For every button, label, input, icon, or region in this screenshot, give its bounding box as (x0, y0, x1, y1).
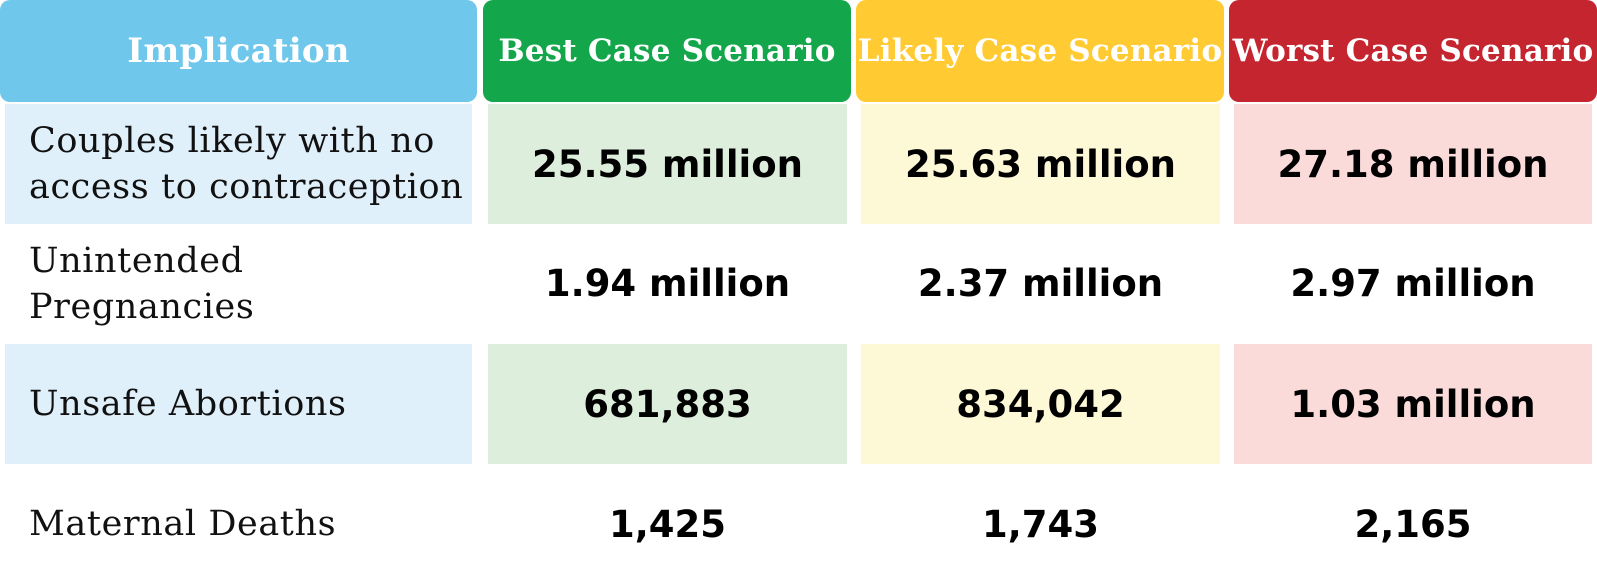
value-worst-unsafe-abortions: 1.03 million (1234, 344, 1592, 464)
header-likely-case: Likely Case Scenario (856, 0, 1224, 102)
value-best-unsafe-abortions: 681,883 (488, 344, 847, 464)
value-likely-couples: 25.63 million (861, 104, 1220, 224)
value-best-maternal-deaths: 1,425 (608, 502, 727, 546)
header-worst-case: Worst Case Scenario (1229, 0, 1597, 102)
header-best-case: Best Case Scenario (483, 0, 851, 102)
row-label-maternal-deaths: Maternal Deaths (29, 504, 337, 544)
row-label-unintended-pregnancies: Unintended Pregnancies (29, 240, 255, 327)
value-worst-unintended-pregnancies: 2.97 million (1290, 262, 1536, 305)
value-worst-couples: 27.18 million (1234, 104, 1592, 224)
value-best-unintended-pregnancies: 1.94 million (544, 262, 791, 305)
value-best-couples: 25.55 million (488, 104, 847, 224)
value-likely-maternal-deaths: 1,743 (981, 502, 1100, 546)
row-label-couples: Couples likely with no access to contrac… (5, 104, 472, 224)
value-likely-unintended-pregnancies: 2.37 million (917, 262, 1164, 305)
value-worst-maternal-deaths: 2,165 (1354, 502, 1472, 546)
header-implication: Implication (0, 0, 477, 102)
row-label-unsafe-abortions: Unsafe Abortions (5, 344, 472, 464)
value-likely-unsafe-abortions: 834,042 (861, 344, 1220, 464)
